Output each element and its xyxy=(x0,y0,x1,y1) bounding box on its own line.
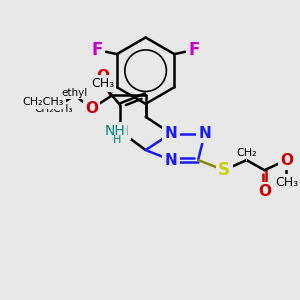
Text: CH₂CH₃: CH₂CH₃ xyxy=(22,98,64,107)
Text: S: S xyxy=(218,161,230,179)
Text: N: N xyxy=(165,153,177,168)
Text: N: N xyxy=(165,126,177,141)
Text: N: N xyxy=(198,126,211,141)
Text: F: F xyxy=(188,41,200,59)
Text: CH₃: CH₃ xyxy=(275,176,298,189)
Text: NH: NH xyxy=(108,124,129,138)
Text: F: F xyxy=(92,41,103,59)
Text: O: O xyxy=(85,101,98,116)
Text: CH₃: CH₃ xyxy=(91,77,114,90)
Text: CH₂: CH₂ xyxy=(236,148,257,158)
Text: O: O xyxy=(280,153,293,168)
Text: H: H xyxy=(112,136,121,146)
Text: NH: NH xyxy=(105,124,125,138)
Text: F: F xyxy=(188,41,200,59)
Text: ethyl: ethyl xyxy=(62,88,88,98)
Text: F: F xyxy=(92,41,103,59)
Text: O: O xyxy=(96,69,109,84)
Text: O: O xyxy=(258,184,271,199)
Text: CH₂CH₃: CH₂CH₃ xyxy=(34,104,73,114)
